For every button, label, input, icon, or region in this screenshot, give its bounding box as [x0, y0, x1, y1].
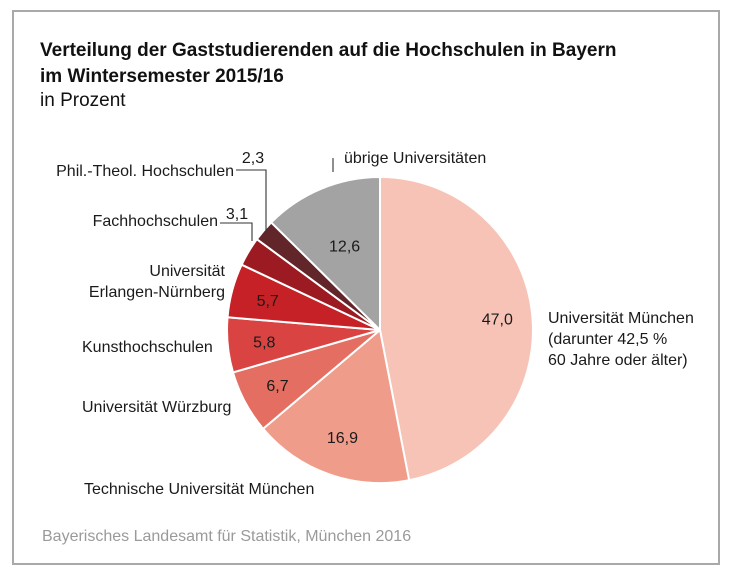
chart-subtitle: in Prozent	[40, 90, 126, 111]
leader-line-phil-theol-hochschulen	[236, 169, 267, 234]
value-label-phil-theol-hochschulen: 2,3	[242, 150, 264, 167]
leader-line-fachhochschulen	[220, 222, 253, 241]
pie-labels: 47,0 Universität München (darunter 42,5 % 6…	[56, 150, 694, 498]
pie-slices	[226, 176, 534, 484]
category-label-universitaet-muenchen: Universität München (darunter 42,5 % 60 Ja…	[548, 310, 694, 369]
pie-slice-universitaet-muenchen	[379, 176, 534, 482]
value-label-universitaet-erlangen-nuernberg: 5,7	[257, 293, 279, 310]
chart-title-line-2: im Wintersemester 2015/16	[40, 66, 284, 87]
category-label-technische-universitaet-muenchen: Technische Universität München	[84, 481, 314, 498]
value-label-universitaet-muenchen: 47,0	[482, 312, 513, 329]
category-label-uebrige-universitaeten: übrige Universitäten	[344, 150, 486, 167]
value-label-kunsthochschulen: 5,8	[253, 335, 275, 352]
category-label-universitaet-wuerzburg: Universität Würzburg	[82, 399, 231, 416]
category-label-kunsthochschulen: Kunsthochschulen	[82, 339, 213, 356]
value-label-uebrige-universitaeten: 12,6	[329, 238, 360, 255]
value-label-fachhochschulen: 3,1	[226, 206, 248, 223]
value-label-universitaet-wuerzburg: 6,7	[266, 378, 288, 395]
chart-title: Verteilung der Gaststudierenden auf die …	[40, 38, 720, 90]
source-note: Bayerisches Landesamt für Statistik, Mün…	[42, 528, 412, 545]
value-label-technische-universitaet-muenchen: 16,9	[327, 430, 358, 447]
chart-title-line-1: Verteilung der Gaststudierenden auf die …	[40, 40, 617, 61]
category-label-phil-theol-hochschulen: Phil.-Theol. Hochschulen	[56, 163, 234, 180]
pie-slice-uebrige-universitaeten	[270, 176, 381, 331]
category-label-universitaet-erlangen-nuernberg: Universität Erlangen-Nürnberg	[89, 263, 226, 301]
pie-slice-technische-universitaet-muenchen	[262, 329, 411, 484]
category-label-fachhochschulen: Fachhochschulen	[93, 213, 218, 230]
